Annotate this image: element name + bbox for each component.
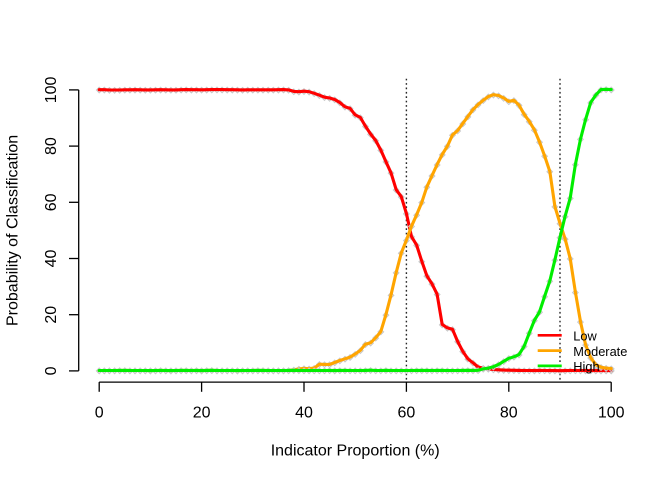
svg-text:Low: Low — [573, 329, 597, 344]
svg-text:100: 100 — [43, 76, 60, 103]
svg-text:0: 0 — [95, 405, 104, 422]
svg-text:0: 0 — [43, 366, 60, 375]
svg-text:40: 40 — [295, 405, 313, 422]
svg-text:80: 80 — [500, 405, 518, 422]
svg-text:Moderate: Moderate — [573, 344, 627, 359]
svg-text:80: 80 — [43, 137, 60, 155]
svg-text:100: 100 — [598, 405, 625, 422]
svg-text:40: 40 — [43, 250, 60, 268]
svg-text:Probability of Classification: Probability of Classification — [5, 135, 22, 326]
svg-text:20: 20 — [43, 306, 60, 324]
svg-text:Indicator Proportion (%): Indicator Proportion (%) — [271, 443, 440, 460]
svg-text:20: 20 — [193, 405, 211, 422]
svg-text:60: 60 — [398, 405, 416, 422]
svg-text:High: High — [573, 359, 599, 374]
svg-text:60: 60 — [43, 193, 60, 211]
